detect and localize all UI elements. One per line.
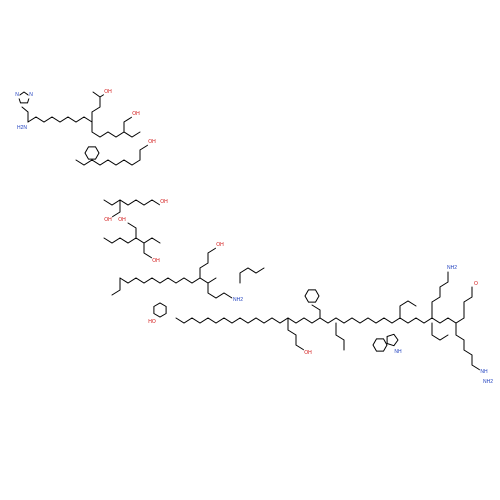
ser3-side-chain (143, 242, 153, 259)
atom-label-background (117, 216, 127, 224)
trp-pyrrole-ring (386, 333, 399, 347)
atom-label-thr1-oh: OH (132, 111, 140, 117)
atom-label-layer: N N H2N OH OH OH OH OH OH OH HO OH NH2 OH NH NH2 NH NH2 O (14, 88, 494, 386)
atom-label-background (393, 348, 403, 356)
atom-label-arg-nh2: NH2 (483, 379, 493, 385)
atom-label-his-n: N (29, 92, 33, 98)
gly-terminal (463, 286, 473, 319)
atom-label-background (215, 241, 225, 249)
atom-label-asp-oh: OH (104, 217, 112, 223)
atom-label-his-nterm: H2N (17, 125, 27, 131)
lys1-side-chain (207, 282, 233, 299)
atom-label-gly-o: O (474, 281, 478, 287)
atom-label-background (147, 138, 157, 146)
atom-label-background (14, 91, 20, 99)
atom-label-ser3-oh: OH (152, 258, 160, 264)
atom-label-thr2-oh: OH (118, 217, 126, 223)
backbone-tyr-gln (119, 277, 177, 284)
atom-label-glu1-o: OH (104, 89, 112, 95)
bond-network (17, 91, 481, 371)
atom-label-background (28, 91, 34, 99)
backbone-ser-asp (103, 199, 161, 206)
atom-label-arg-nh: NH (480, 369, 488, 375)
atom-label-lys2-nh2: NH2 (447, 265, 457, 271)
arg-side-chain (455, 322, 481, 371)
atom-label-ser2-oh: OH (160, 199, 168, 205)
atom-label-his-nh: N (15, 92, 19, 98)
ile-side-chain (335, 322, 345, 351)
imidazole-ring (17, 91, 31, 104)
ser1-side-chain (139, 144, 149, 161)
atom-label-background (232, 296, 244, 304)
val-side-chain (431, 322, 449, 341)
atom-label-background (303, 349, 313, 357)
glu2-side-chain (199, 247, 217, 279)
atom-label-background (103, 216, 113, 224)
atom-label-lys1-nh2: NH2 (233, 297, 243, 303)
atom-label-trp-nh: NH (394, 349, 402, 355)
thr1-side-chain (123, 116, 133, 133)
trp-benzene-ring (372, 338, 388, 352)
atom-label-background (131, 110, 141, 118)
tyr-ring (153, 302, 167, 318)
tyr-side-chain (111, 277, 121, 296)
gln-side-chain (239, 267, 265, 284)
atom-label-glu2-oh: OH (216, 242, 224, 248)
backbone-glu-gly (91, 121, 141, 138)
atom-label-background (473, 280, 479, 288)
backbone-his-gly (27, 116, 93, 123)
phe1-ring (84, 146, 100, 160)
lys2-side-chain (431, 271, 449, 319)
his-side-chain (21, 106, 29, 123)
glu3-side-chain (287, 317, 305, 351)
atom-label-glu3-oh: OH (304, 350, 312, 356)
asp-side-chain (111, 199, 121, 218)
backbone-ala-lys-glu-phe-ile-ala-trp-leu-val-lys-gly-arg (175, 317, 465, 324)
atom-label-ser1-oh: OH (148, 139, 156, 145)
atom-label-background (446, 264, 458, 272)
thr2-side-chain (127, 222, 137, 239)
atom-label-background (103, 88, 113, 96)
atom-label-background (147, 318, 157, 326)
glu1-side-chain (91, 91, 109, 123)
atom-label-background (159, 198, 169, 206)
backbone-thr-ser (103, 237, 161, 244)
atom-label-background (16, 124, 28, 132)
phe2-ring (304, 289, 320, 303)
leu-side-chain (399, 300, 417, 319)
phe2-side-chain (311, 304, 321, 319)
atom-label-background (151, 257, 161, 265)
atom-label-tyr-oh: HO (148, 319, 156, 325)
atom-label-background (479, 368, 489, 376)
backbone-gly-glu (175, 277, 217, 284)
glu1-carbonyl (92, 91, 101, 98)
atom-label-background (482, 378, 494, 386)
backbone-ala-phe-thr (75, 159, 141, 166)
